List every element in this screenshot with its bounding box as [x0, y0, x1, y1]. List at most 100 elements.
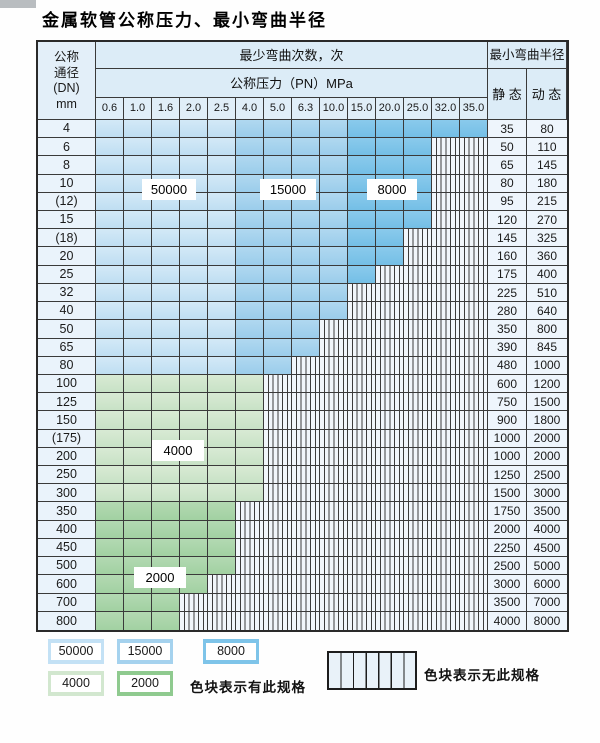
no-spec-cell — [348, 575, 376, 594]
no-spec-cell — [404, 302, 432, 321]
dn-label: (175) — [38, 429, 96, 448]
dynamic-value: 2000 — [527, 447, 567, 467]
static-value: 600 — [488, 374, 527, 394]
no-spec-cell — [292, 593, 320, 612]
spec-cell — [124, 283, 152, 303]
header-min-bend-radius: 最小弯曲半径 — [488, 42, 567, 69]
spec-cell — [96, 229, 124, 248]
no-spec-cell — [208, 575, 236, 594]
spec-cell — [124, 502, 152, 521]
spec-cell — [124, 120, 152, 139]
spec-cell — [124, 611, 152, 630]
spec-cell — [180, 538, 208, 558]
cycles-tag-8000: 8000 — [367, 179, 417, 200]
no-spec-cell — [460, 320, 488, 339]
spec-cell — [236, 283, 264, 303]
spec-cell — [96, 138, 124, 157]
no-spec-cell — [460, 447, 488, 467]
no-spec-cell — [320, 411, 348, 430]
header-bend-cycles: 最少弯曲次数，次 — [96, 42, 488, 69]
spec-cell — [152, 138, 180, 157]
static-value: 280 — [488, 302, 527, 321]
spec-cell — [96, 174, 124, 193]
spec-cell — [320, 302, 348, 321]
static-value: 350 — [488, 320, 527, 339]
spec-cell — [180, 557, 208, 576]
dynamic-value: 1800 — [527, 411, 567, 430]
no-spec-cell — [348, 593, 376, 612]
spec-cell — [208, 466, 236, 485]
spec-cell — [180, 211, 208, 230]
no-spec-cell — [404, 374, 432, 394]
no-spec-cell — [292, 575, 320, 594]
spec-cell — [124, 338, 152, 357]
dynamic-value: 8000 — [527, 611, 567, 630]
cycles-tag-15000: 15000 — [260, 179, 316, 200]
no-spec-cell — [432, 247, 460, 266]
spec-cell — [208, 429, 236, 448]
no-spec-cell — [404, 229, 432, 248]
spec-cell — [292, 302, 320, 321]
no-spec-cell — [460, 484, 488, 503]
no-spec-cell — [432, 229, 460, 248]
spec-cell — [180, 138, 208, 157]
no-spec-cell — [432, 502, 460, 521]
static-value: 2250 — [488, 538, 527, 558]
spec-cell — [236, 229, 264, 248]
static-value: 50 — [488, 138, 527, 157]
pressure-tick-20.0: 20.0 — [376, 98, 404, 120]
spec-cell — [96, 447, 124, 467]
spec-cell — [208, 265, 236, 284]
spec-cell — [124, 229, 152, 248]
no-spec-cell — [348, 411, 376, 430]
spec-cell — [236, 484, 264, 503]
no-spec-cell — [376, 447, 404, 467]
spec-cell — [124, 447, 152, 467]
spec-cell — [96, 429, 124, 448]
spec-cell — [152, 611, 180, 630]
spec-cell — [292, 320, 320, 339]
no-spec-cell — [292, 520, 320, 539]
no-spec-cell — [404, 429, 432, 448]
no-spec-cell — [376, 502, 404, 521]
dn-label: 4 — [38, 120, 96, 139]
spec-cell — [152, 265, 180, 284]
spec-cell — [208, 374, 236, 394]
spec-cell — [208, 356, 236, 375]
spec-cell — [236, 302, 264, 321]
no-spec-cell — [404, 411, 432, 430]
pressure-tick-2.0: 2.0 — [180, 98, 208, 120]
dn-label: 100 — [38, 374, 96, 394]
spec-cell — [404, 156, 432, 175]
no-spec-cell — [460, 593, 488, 612]
no-spec-cell — [264, 429, 292, 448]
no-spec-cell — [264, 502, 292, 521]
spec-cell — [348, 156, 376, 175]
spec-cell — [264, 265, 292, 284]
spec-cell — [124, 538, 152, 558]
no-spec-cell — [292, 447, 320, 467]
corner-line-1: 公称 — [53, 50, 79, 64]
no-spec-cell — [292, 484, 320, 503]
spec-cell — [96, 374, 124, 394]
no-spec-cell — [460, 302, 488, 321]
no-spec-cell — [432, 466, 460, 485]
spec-cell — [152, 484, 180, 503]
spec-cell — [376, 156, 404, 175]
spec-cell — [152, 338, 180, 357]
dn-label: 600 — [38, 575, 96, 594]
no-spec-cell — [320, 593, 348, 612]
spec-cell — [236, 393, 264, 412]
no-spec-cell — [348, 374, 376, 394]
static-value: 2500 — [488, 557, 527, 576]
no-spec-cell — [432, 520, 460, 539]
no-spec-cell — [460, 575, 488, 594]
no-spec-cell — [236, 593, 264, 612]
spec-cell — [208, 320, 236, 339]
no-spec-cell — [460, 356, 488, 375]
cycles-tag-2000: 2000 — [134, 567, 186, 588]
no-spec-cell — [432, 411, 460, 430]
no-spec-cell — [460, 466, 488, 485]
legend-label-15000: 15000 — [120, 643, 170, 660]
spec-cell — [348, 247, 376, 266]
